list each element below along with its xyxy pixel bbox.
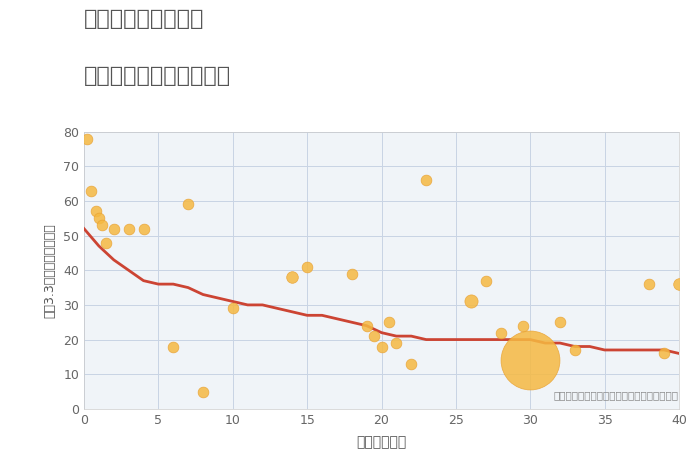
Point (101, 239, 112, 246)
Point (569, 346, 580, 354)
Point (525, 357, 536, 364)
Text: 円の大きさは、取引のあった物件面積を示す: 円の大きさは、取引のあった物件面積を示す (554, 391, 679, 400)
Point (183, 201, 194, 208)
Point (108, 225, 119, 233)
Point (287, 274, 298, 281)
Point (465, 298, 476, 305)
Point (90, 208, 101, 215)
Point (644, 280, 655, 288)
Point (368, 332, 379, 340)
Point (495, 329, 506, 337)
Point (123, 225, 134, 233)
Text: 岐阜県関市北仙房の: 岐阜県関市北仙房の (84, 9, 204, 30)
Point (554, 319, 566, 326)
Point (197, 388, 209, 395)
Point (96, 221, 108, 229)
Point (346, 270, 357, 277)
Point (302, 263, 313, 271)
Point (673, 280, 685, 288)
Y-axis label: 坪（3.3㎡）単価（万円）: 坪（3.3㎡）単価（万円） (43, 223, 56, 318)
Point (227, 305, 238, 312)
Point (86, 187, 97, 194)
Point (138, 225, 149, 233)
Point (376, 343, 387, 350)
Point (480, 277, 491, 284)
Point (517, 322, 528, 329)
Point (361, 322, 372, 329)
Text: 築年数別中古戸建て価格: 築年数別中古戸建て価格 (84, 66, 231, 86)
Point (391, 339, 402, 347)
X-axis label: 築年数（年）: 築年数（年） (356, 435, 407, 449)
Point (421, 176, 432, 184)
Point (81, 135, 92, 142)
Point (168, 343, 179, 350)
Point (659, 350, 670, 357)
Point (384, 319, 395, 326)
Point (93, 214, 104, 222)
Point (406, 360, 417, 368)
